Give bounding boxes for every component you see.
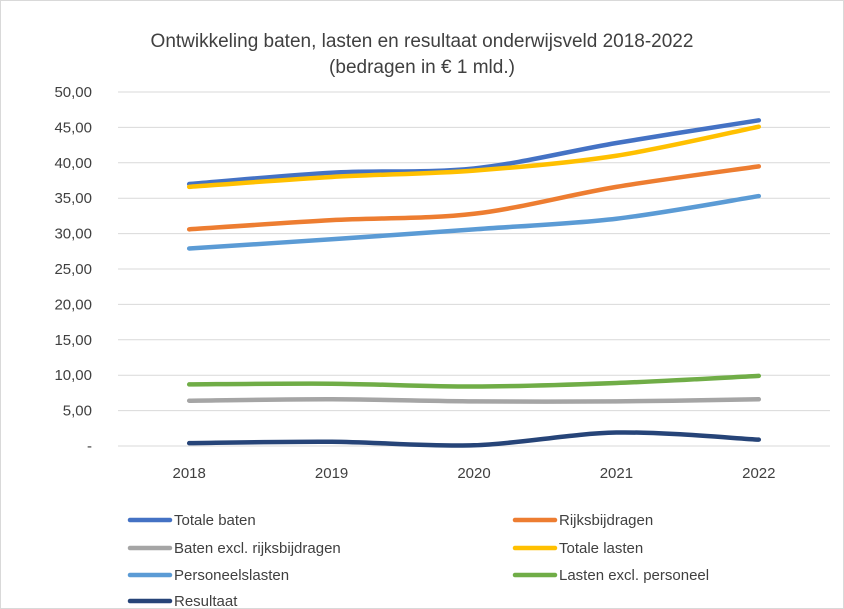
- x-tick-label: 2018: [173, 465, 206, 482]
- series-lines: [186, 118, 762, 448]
- legend-label: Totale lasten: [559, 540, 643, 557]
- y-tick-label: -: [87, 438, 92, 455]
- series-line-4: [186, 193, 762, 251]
- series-line-1: [186, 164, 762, 232]
- y-tick-label: 35,00: [54, 190, 92, 207]
- legend-label: Baten excl. rijksbijdragen: [174, 540, 341, 557]
- y-tick-label: 20,00: [54, 296, 92, 313]
- legend-label: Rijksbijdragen: [559, 512, 653, 529]
- series-line-6: [186, 430, 762, 448]
- y-tick-label: 40,00: [54, 155, 92, 172]
- x-axis-tick-labels: 2018 2019 2020 2021 2022: [173, 465, 776, 482]
- chart-subtitle: (bedragen in € 1 mld.): [329, 57, 515, 78]
- gridlines: [118, 91, 830, 447]
- y-tick-label: 45,00: [54, 119, 92, 136]
- legend: Totale baten Rijksbijdragen Baten excl. ri…: [127, 512, 709, 609]
- legend-label: Resultaat: [174, 593, 238, 609]
- y-tick-label: 50,00: [54, 84, 92, 101]
- x-tick-label: 2022: [742, 465, 775, 482]
- y-tick-label: 15,00: [54, 332, 92, 349]
- x-tick-label: 2019: [315, 465, 348, 482]
- series-line-0: [186, 118, 762, 187]
- chart-title: Ontwikkeling baten, lasten en resultaat …: [151, 31, 694, 52]
- x-tick-label: 2021: [600, 465, 633, 482]
- legend-label: Personeelslasten: [174, 567, 289, 584]
- series-line-5: [186, 373, 762, 389]
- series-line-3: [186, 124, 762, 190]
- y-tick-label: 30,00: [54, 226, 92, 243]
- legend-label: Lasten excl. personeel: [559, 567, 709, 584]
- y-axis-tick-labels: - 5,00 10,00 15,00 20,00 25,00 30,00 35,00 40,00…: [54, 84, 92, 455]
- legend-label: Totale baten: [174, 512, 256, 529]
- y-tick-label: 25,00: [54, 261, 92, 278]
- x-tick-label: 2020: [457, 465, 490, 482]
- series-line-2: [186, 397, 762, 404]
- y-tick-label: 10,00: [54, 367, 92, 384]
- y-tick-label: 5,00: [63, 403, 92, 420]
